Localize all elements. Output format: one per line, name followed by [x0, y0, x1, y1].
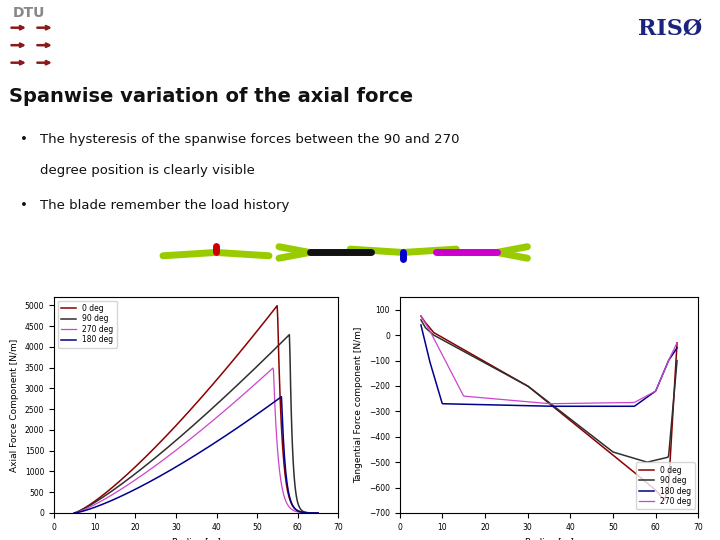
- 270 deg: [545, 401, 554, 407]
- 270 deg: [99, 496, 108, 503]
- 90 deg: [417, 316, 426, 323]
- 270 deg: [602, 400, 611, 406]
- Line: 180 deg: 180 deg: [421, 325, 677, 406]
- 180 deg: [602, 403, 611, 409]
- 180 deg: [277, 394, 286, 400]
- 90 deg: [246, 369, 255, 376]
- 180 deg: [578, 403, 587, 409]
- 90 deg: [150, 456, 158, 462]
- 270 deg: [246, 385, 255, 392]
- Line: 0 deg: 0 deg: [74, 306, 318, 513]
- 0 deg: [223, 363, 232, 370]
- 270 deg: [518, 398, 527, 404]
- Text: RISØ: RISØ: [638, 18, 702, 40]
- 270 deg: [672, 340, 681, 346]
- Text: The hysteresis of the spanwise forces between the 90 and 270: The hysteresis of the spanwise forces be…: [40, 133, 459, 146]
- 90 deg: [247, 368, 256, 375]
- Text: DTU: DTU: [13, 6, 45, 20]
- 0 deg: [577, 427, 586, 433]
- 270 deg: [150, 464, 158, 470]
- 90 deg: [285, 332, 294, 338]
- 270 deg: [314, 510, 323, 516]
- 90 deg: [518, 380, 527, 386]
- 0 deg: [247, 335, 256, 341]
- 270 deg: [603, 400, 612, 406]
- Text: Spanwise variation of the axial force: Spanwise variation of the axial force: [9, 87, 413, 106]
- 0 deg: [246, 336, 255, 343]
- 0 deg: [166, 428, 175, 434]
- 180 deg: [447, 401, 456, 407]
- 270 deg: [223, 405, 232, 411]
- Line: 270 deg: 270 deg: [421, 316, 677, 404]
- 180 deg: [314, 510, 323, 516]
- Text: •: •: [20, 133, 28, 146]
- Legend: 0 deg, 90 deg, 270 deg, 180 deg: 0 deg, 90 deg, 270 deg, 180 deg: [58, 301, 117, 348]
- 270 deg: [417, 313, 426, 319]
- 180 deg: [518, 402, 527, 409]
- 270 deg: [447, 370, 456, 376]
- 0 deg: [273, 302, 282, 309]
- 180 deg: [500, 402, 509, 408]
- 90 deg: [314, 510, 323, 516]
- X-axis label: Radius [m]: Radius [m]: [172, 537, 220, 540]
- 270 deg: [166, 451, 175, 457]
- 0 deg: [603, 447, 611, 454]
- 90 deg: [223, 391, 232, 397]
- 180 deg: [246, 416, 255, 422]
- 180 deg: [417, 322, 426, 328]
- Text: degree position is clearly visible: degree position is clearly visible: [40, 164, 254, 177]
- 0 deg: [500, 369, 509, 376]
- 270 deg: [500, 396, 509, 403]
- 0 deg: [447, 340, 456, 346]
- 0 deg: [70, 510, 78, 516]
- 0 deg: [660, 497, 669, 503]
- 90 deg: [166, 442, 175, 448]
- 0 deg: [417, 313, 426, 319]
- Line: 270 deg: 270 deg: [74, 368, 318, 513]
- Text: The blade remember the load history: The blade remember the load history: [40, 199, 289, 212]
- 0 deg: [314, 510, 323, 516]
- 90 deg: [70, 510, 78, 516]
- X-axis label: Radius [m]: Radius [m]: [525, 537, 573, 540]
- 270 deg: [578, 400, 587, 407]
- 180 deg: [70, 510, 78, 516]
- 180 deg: [603, 403, 612, 409]
- Line: 180 deg: 180 deg: [74, 397, 318, 513]
- Line: 90 deg: 90 deg: [74, 335, 318, 513]
- 90 deg: [643, 459, 652, 465]
- 270 deg: [70, 510, 78, 516]
- 0 deg: [672, 340, 681, 346]
- 270 deg: [247, 384, 256, 390]
- Text: •: •: [20, 199, 28, 212]
- 180 deg: [150, 476, 158, 483]
- 90 deg: [99, 494, 108, 500]
- 0 deg: [99, 491, 108, 498]
- 0 deg: [518, 380, 527, 386]
- 180 deg: [545, 403, 554, 409]
- 180 deg: [99, 501, 108, 507]
- 0 deg: [150, 446, 158, 452]
- 90 deg: [601, 443, 610, 450]
- 180 deg: [672, 345, 681, 351]
- 270 deg: [269, 365, 277, 372]
- Line: 90 deg: 90 deg: [421, 320, 677, 462]
- Y-axis label: Tangential Force component [N/m]: Tangential Force component [N/m]: [354, 327, 364, 483]
- 180 deg: [223, 431, 232, 437]
- 180 deg: [166, 467, 175, 473]
- 90 deg: [447, 342, 456, 348]
- 0 deg: [601, 446, 610, 453]
- 180 deg: [247, 415, 256, 421]
- 90 deg: [577, 425, 586, 431]
- 90 deg: [500, 370, 509, 376]
- Legend: 0 deg, 90 deg, 180 deg, 270 deg: 0 deg, 90 deg, 180 deg, 270 deg: [636, 462, 695, 509]
- Line: 0 deg: 0 deg: [421, 316, 677, 500]
- Y-axis label: Axial Force Component [N/m]: Axial Force Component [N/m]: [10, 339, 19, 471]
- 90 deg: [672, 357, 681, 364]
- 90 deg: [603, 444, 611, 451]
